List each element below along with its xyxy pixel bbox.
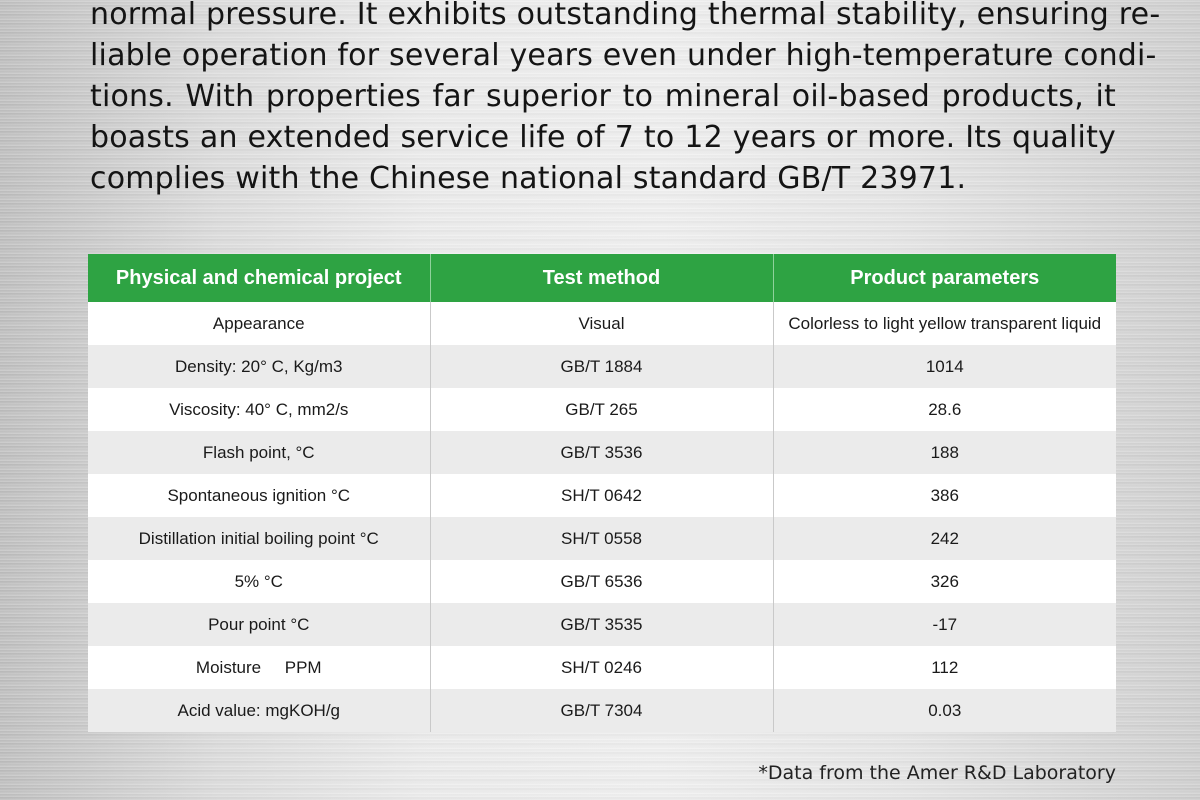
cell-test-method: GB/T 3536 (430, 431, 774, 474)
table-row: 5% °C GB/T 6536 326 (88, 560, 1116, 603)
intro-paragraph: normal pressure. It exhibits outstanding… (90, 0, 1161, 199)
cell-parameter: 0.03 (773, 689, 1116, 732)
intro-line: tions. With properties far superior to m… (90, 79, 1116, 114)
table-row: Pour point °C GB/T 3535 -17 (88, 603, 1116, 646)
cell-parameter: 112 (773, 646, 1116, 689)
cell-parameter: 326 (773, 560, 1116, 603)
table-row: Viscosity: 40° C, mm2/s GB/T 265 28.6 (88, 388, 1116, 431)
header-test-method: Test method (430, 254, 774, 302)
spec-table-body: Appearance Visual Colorless to light yel… (88, 302, 1116, 732)
cell-test-method: GB/T 7304 (430, 689, 774, 732)
cell-project: Pour point °C (88, 603, 431, 646)
cell-project: Viscosity: 40° C, mm2/s (88, 388, 431, 431)
cell-project: Acid value: mgKOH/g (88, 689, 431, 732)
cell-test-method: GB/T 6536 (430, 560, 774, 603)
header-project: Physical and chemical project (88, 254, 431, 302)
spec-table-header: Physical and chemical project Test metho… (88, 254, 1116, 302)
cell-project: Density: 20° C, Kg/m3 (88, 345, 431, 388)
cell-project: Moisture PPM (88, 646, 431, 689)
cell-project: Flash point, °C (88, 431, 431, 474)
intro-line: complies with the Chinese national stand… (90, 161, 967, 196)
table-row: Appearance Visual Colorless to light yel… (88, 302, 1116, 345)
table-row: Moisture PPM SH/T 0246 112 (88, 646, 1116, 689)
cell-parameter: 1014 (773, 345, 1116, 388)
cell-parameter: 28.6 (773, 388, 1116, 431)
cell-test-method: SH/T 0642 (430, 474, 774, 517)
intro-line: liable operation for several years even … (90, 38, 1157, 73)
footnote: *Data from the Amer R&D Laboratory (758, 762, 1116, 784)
table-row: Density: 20° C, Kg/m3 GB/T 1884 1014 (88, 345, 1116, 388)
cell-project: Distillation initial boiling point °C (88, 517, 431, 560)
cell-parameter: -17 (773, 603, 1116, 646)
cell-parameter: Colorless to light yellow transparent li… (773, 302, 1116, 345)
cell-parameter: 386 (773, 474, 1116, 517)
cell-project: Spontaneous ignition °C (88, 474, 431, 517)
cell-project: Appearance (88, 302, 431, 345)
table-row: Distillation initial boiling point °C SH… (88, 517, 1116, 560)
table-row: Acid value: mgKOH/g GB/T 7304 0.03 (88, 689, 1116, 732)
cell-test-method: SH/T 0246 (430, 646, 774, 689)
header-product-parameters: Product parameters (773, 254, 1116, 302)
cell-test-method: GB/T 1884 (430, 345, 774, 388)
cell-test-method: SH/T 0558 (430, 517, 774, 560)
header-row: Physical and chemical project Test metho… (88, 254, 1116, 302)
cell-parameter: 242 (773, 517, 1116, 560)
table-row: Flash point, °C GB/T 3536 188 (88, 431, 1116, 474)
cell-test-method: GB/T 3535 (430, 603, 774, 646)
intro-line: boasts an extended service life of 7 to … (90, 120, 1116, 155)
cell-test-method: GB/T 265 (430, 388, 774, 431)
cell-test-method: Visual (430, 302, 774, 345)
cell-parameter: 188 (773, 431, 1116, 474)
spec-table: Physical and chemical project Test metho… (88, 254, 1116, 732)
intro-line: normal pressure. It exhibits outstanding… (90, 0, 1161, 32)
cell-project: 5% °C (88, 560, 431, 603)
table-row: Spontaneous ignition °C SH/T 0642 386 (88, 474, 1116, 517)
